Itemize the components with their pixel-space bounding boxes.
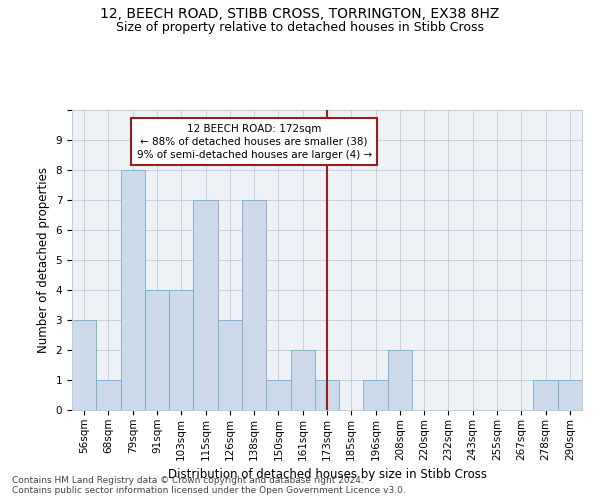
Bar bbox=[193, 200, 218, 410]
Bar bbox=[121, 170, 145, 410]
Text: Contains public sector information licensed under the Open Government Licence v3: Contains public sector information licen… bbox=[12, 486, 406, 495]
Text: 12 BEECH ROAD: 172sqm
← 88% of detached houses are smaller (38)
9% of semi-detac: 12 BEECH ROAD: 172sqm ← 88% of detached … bbox=[137, 124, 372, 160]
Y-axis label: Number of detached properties: Number of detached properties bbox=[37, 167, 50, 353]
Text: Contains HM Land Registry data © Crown copyright and database right 2024.: Contains HM Land Registry data © Crown c… bbox=[12, 476, 364, 485]
X-axis label: Distribution of detached houses by size in Stibb Cross: Distribution of detached houses by size … bbox=[167, 468, 487, 481]
Bar bbox=[388, 350, 412, 410]
Bar bbox=[558, 380, 582, 410]
Text: Size of property relative to detached houses in Stibb Cross: Size of property relative to detached ho… bbox=[116, 21, 484, 34]
Bar bbox=[290, 350, 315, 410]
Bar bbox=[533, 380, 558, 410]
Bar bbox=[364, 380, 388, 410]
Bar bbox=[145, 290, 169, 410]
Bar bbox=[242, 200, 266, 410]
Bar bbox=[218, 320, 242, 410]
Bar bbox=[96, 380, 121, 410]
Bar bbox=[72, 320, 96, 410]
Bar bbox=[315, 380, 339, 410]
Text: 12, BEECH ROAD, STIBB CROSS, TORRINGTON, EX38 8HZ: 12, BEECH ROAD, STIBB CROSS, TORRINGTON,… bbox=[100, 8, 500, 22]
Bar bbox=[169, 290, 193, 410]
Bar bbox=[266, 380, 290, 410]
